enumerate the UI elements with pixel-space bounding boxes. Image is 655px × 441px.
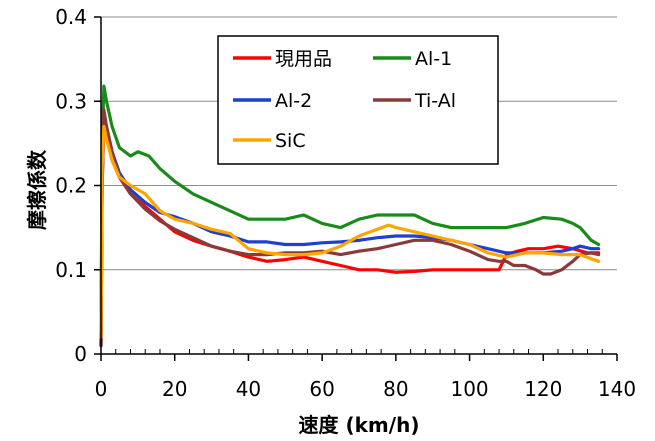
- series-line-4: [99, 124, 601, 339]
- y-tick-label-4: 0.4: [55, 5, 87, 29]
- x-axis-title: 速度 (km/h): [299, 413, 420, 437]
- series-line-3: [99, 108, 601, 348]
- y-axis-title: 摩擦係数: [25, 149, 49, 230]
- series-line-1: [99, 84, 601, 339]
- legend-label-0: 現用品: [275, 48, 332, 70]
- y-tick-label-3: 0.3: [55, 89, 87, 113]
- axes: [94, 16, 618, 361]
- legend-label-4: SiC: [275, 130, 306, 152]
- legend-label-2: Al-2: [275, 90, 312, 112]
- legend: 現用品 Al-1 Al-2 Ti-Al SiC: [217, 35, 499, 165]
- x-tick-label-1: 20: [162, 377, 187, 401]
- x-tick-label-4: 80: [383, 377, 408, 401]
- x-tick-label-2: 40: [236, 377, 261, 401]
- x-tick-label-5: 100: [450, 377, 488, 401]
- y-tick-label-2: 0.2: [55, 174, 87, 198]
- series-layer: [99, 84, 601, 348]
- x-tick-label-6: 120: [524, 377, 562, 401]
- tick-labels: 0 0.1 0.2 0.3 0.4 0 20 40 60 80 100 120 140: [55, 5, 636, 401]
- legend-label-1: Al-1: [415, 48, 452, 70]
- legend-label-3: Ti-Al: [414, 90, 456, 112]
- x-tick-label-0: 0: [95, 377, 108, 401]
- y-tick-label-0: 0: [74, 342, 87, 366]
- x-tick-label-7: 140: [598, 377, 636, 401]
- x-tick-label-3: 60: [309, 377, 334, 401]
- y-tick-label-1: 0.1: [55, 258, 87, 282]
